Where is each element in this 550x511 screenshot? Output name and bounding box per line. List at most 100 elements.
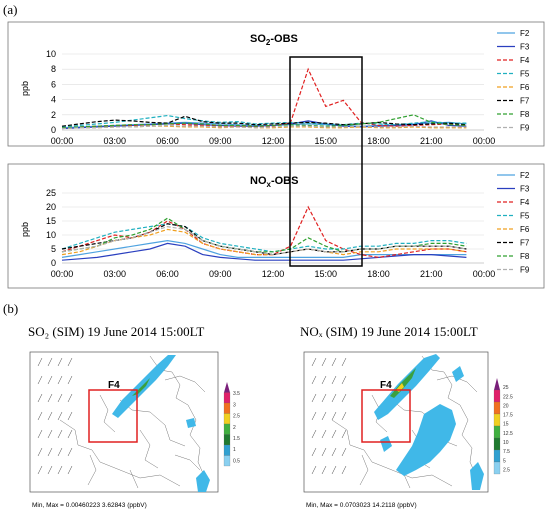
x-tick-label: 06:00 (156, 136, 179, 146)
wind-arrow (321, 465, 327, 475)
wind-arrow (311, 429, 317, 439)
wind-arrow (37, 429, 43, 439)
colorbar-label: 17.5 (503, 413, 513, 419)
colorbar-segment (223, 392, 231, 404)
wind-arrow (321, 429, 327, 439)
nox-f4-box (361, 389, 411, 443)
colorbar-segment (223, 444, 231, 456)
y-tick-label: 4 (51, 95, 56, 105)
colorbar-label: 0.5 (233, 458, 240, 464)
series-line-f8 (61, 217, 467, 253)
colorbar-label: 7.5 (503, 449, 510, 455)
wind-arrow (47, 357, 53, 367)
x-tick-label: 15:00 (314, 269, 337, 279)
legend-label: F7 (520, 239, 530, 248)
legend-label: F6 (520, 83, 530, 92)
so2-chart-border (7, 21, 545, 147)
wind-arrow (67, 357, 73, 367)
wind-arrow (67, 465, 73, 475)
nox-wind-arrows (311, 357, 347, 475)
y-tick-label: 2 (51, 110, 56, 120)
legend-label: F4 (520, 198, 530, 207)
colorbar-label: 3 (233, 402, 236, 408)
so2-wind-arrows (37, 357, 73, 475)
colorbar-segment (493, 401, 501, 415)
wind-arrow (341, 357, 347, 367)
y-tick-label: 10 (46, 49, 56, 59)
wind-arrow (57, 429, 63, 439)
wind-arrow (47, 429, 53, 439)
wind-arrow (331, 465, 337, 475)
colorbar-label: 25 (503, 385, 509, 391)
colorbar-label: 2.5 (233, 414, 240, 420)
wind-arrow (341, 465, 347, 475)
y-tick-label: 6 (51, 79, 56, 89)
wind-arrow (47, 465, 53, 475)
wind-arrow (341, 393, 347, 403)
wind-arrow (67, 447, 73, 457)
legend-label: F2 (520, 29, 530, 38)
series-line-f4 (61, 67, 467, 129)
wind-arrow (57, 357, 63, 367)
legend-label: F5 (520, 212, 530, 221)
wind-arrow (311, 375, 317, 385)
wind-arrow (321, 357, 327, 367)
legend-label: F9 (520, 124, 530, 133)
so2-map-title: SO₂ (SIM) 19 June 2014 15:00LT (28, 324, 204, 339)
x-tick-label: 18:00 (367, 269, 390, 279)
wind-arrow (47, 447, 53, 457)
wind-arrow (331, 447, 337, 457)
wind-arrow (57, 411, 63, 421)
so2-chart-title: SO2-OBS (250, 33, 298, 47)
nox-ylabel: ppb (20, 222, 30, 237)
wind-arrow (37, 411, 43, 421)
wind-arrow (57, 447, 63, 457)
colorbar-cap (224, 382, 230, 393)
wind-arrow (47, 393, 53, 403)
wind-arrow (37, 393, 43, 403)
wind-arrow (37, 375, 43, 385)
wind-arrow (321, 447, 327, 457)
x-tick-label: 12:00 (262, 269, 285, 279)
nox-chart-title: NOx-OBS (250, 175, 298, 189)
colorbar-segment (493, 413, 501, 427)
colorbar-label: 10 (503, 440, 509, 446)
panel-a-label: (a) (3, 2, 17, 17)
wind-arrow (311, 465, 317, 475)
so2-minmax: Min, Max = 0.00460223 3.62843 (ppbV) (32, 502, 147, 509)
nox-map-title: NOₓ (SIM) 19 June 2014 15:00LT (300, 324, 478, 339)
colorbar-segment (223, 423, 231, 435)
wind-arrow (331, 393, 337, 403)
legend-label: F3 (520, 185, 530, 194)
wind-arrow (57, 375, 63, 385)
so2-f4-label: F4 (108, 380, 120, 391)
wind-arrow (311, 411, 317, 421)
y-tick-label: 10 (46, 230, 56, 240)
highlight-box (289, 56, 363, 267)
x-tick-label: 00:00 (51, 269, 74, 279)
wind-arrow (341, 411, 347, 421)
nox-plume-east (396, 404, 456, 476)
wind-arrow (311, 393, 317, 403)
wind-arrow (311, 357, 317, 367)
legend-label: F5 (520, 70, 530, 79)
x-tick-label: 12:00 (262, 136, 285, 146)
y-tick-label: 15 (46, 216, 56, 226)
wind-arrow (321, 393, 327, 403)
wind-arrow (37, 447, 43, 457)
wind-arrow (57, 465, 63, 475)
y-tick-label: 25 (46, 188, 56, 198)
wind-arrow (341, 375, 347, 385)
series-line-f9 (61, 124, 467, 130)
x-tick-label: 15:00 (314, 136, 337, 146)
wind-arrow (37, 465, 43, 475)
series-line-f9 (61, 225, 467, 256)
wind-arrow (341, 429, 347, 439)
colorbar-label: 5 (503, 458, 506, 464)
wind-arrow (57, 393, 63, 403)
colorbar-segment (493, 389, 501, 403)
colorbar-label: 1 (233, 447, 236, 453)
x-tick-label: 00:00 (473, 136, 496, 146)
x-tick-label: 06:00 (156, 269, 179, 279)
wind-arrow (67, 411, 73, 421)
